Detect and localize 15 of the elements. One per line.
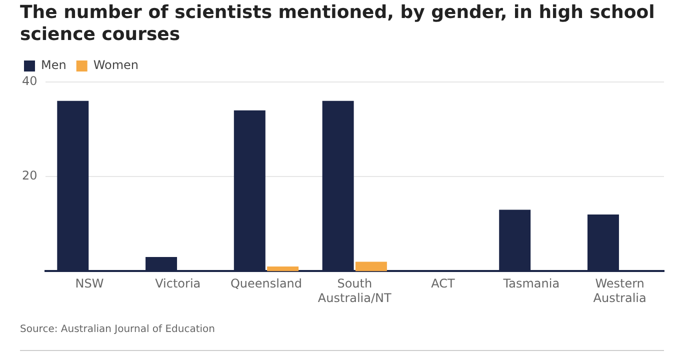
x-tick-label: Queensland: [230, 276, 302, 291]
bar: [355, 262, 387, 272]
y-tick-label: 40: [22, 74, 38, 88]
x-tick-label: South Australia/NT: [318, 276, 392, 305]
x-tick-label: Western Australia: [593, 276, 646, 305]
x-tick-label: NSW: [75, 276, 104, 291]
legend-label: Women: [93, 58, 139, 72]
x-tick-label: Tasmania: [502, 276, 560, 291]
y-tick-label: 20: [22, 168, 38, 183]
chart-title: The number of scientists mentioned, by gender, in high school science courses: [20, 2, 656, 46]
x-tick-label: ACT: [431, 276, 456, 291]
source-note: Source: Australian Journal of Education: [20, 324, 216, 335]
bar: [267, 266, 299, 272]
x-tick-label: Victoria: [155, 276, 201, 291]
legend-label: Men: [41, 58, 66, 72]
